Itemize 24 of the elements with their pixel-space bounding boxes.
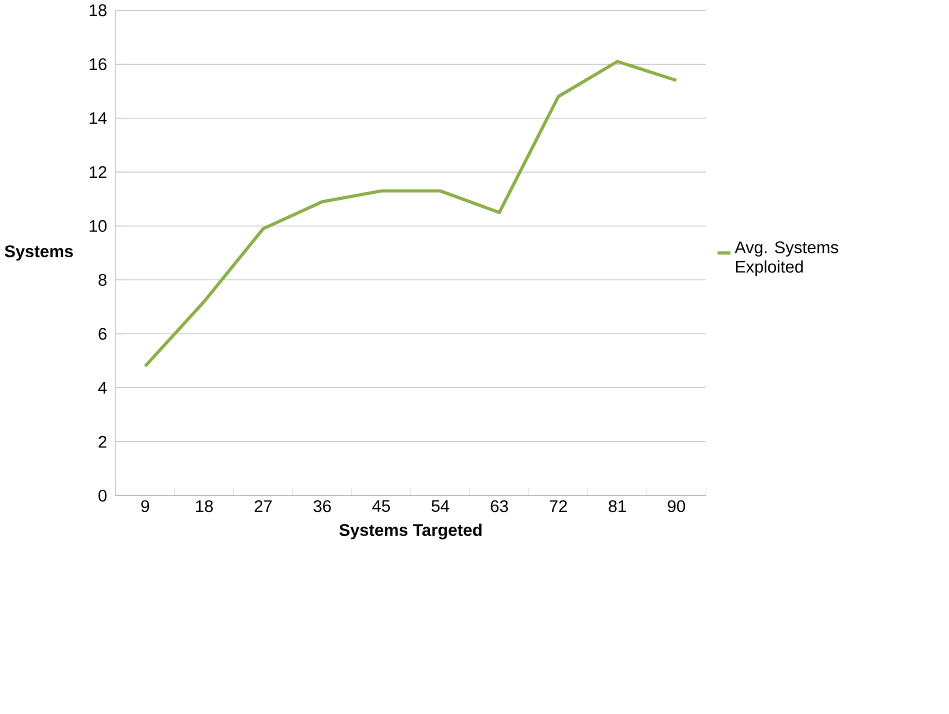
y-axis-title: Systems — [4, 245, 73, 261]
x-tick-label: 63 — [490, 500, 508, 512]
x-tick-label: 72 — [550, 500, 567, 512]
x-tick-label: 90 — [668, 500, 686, 512]
x-tick-label: 54 — [432, 500, 450, 512]
x-tick-label: 81 — [608, 500, 626, 512]
y-tick-label: 18 — [90, 4, 106, 16]
line-series — [144, 60, 678, 368]
y-tick-label: 0 — [98, 490, 107, 502]
y-tick-label: 12 — [90, 166, 106, 178]
x-tick-label: 45 — [372, 500, 390, 512]
legend-label: Avg. Systems Exploited — [734, 241, 838, 276]
x-tick-label: 36 — [314, 500, 331, 512]
y-tick-label: 2 — [98, 436, 106, 448]
y-tick-label: 4 — [98, 382, 107, 394]
y-tick-label: 10 — [90, 220, 107, 232]
x-axis-title: Systems Targeted — [339, 524, 482, 540]
y-tick-label: 14 — [90, 112, 107, 124]
y-tick-label: 6 — [98, 328, 106, 340]
y-tick-label: 16 — [90, 58, 106, 70]
x-tick-label: 18 — [196, 500, 213, 512]
y-tick-label: 8 — [98, 274, 106, 286]
x-tick-label: 27 — [254, 500, 272, 512]
x-tick-label: 9 — [141, 500, 150, 512]
